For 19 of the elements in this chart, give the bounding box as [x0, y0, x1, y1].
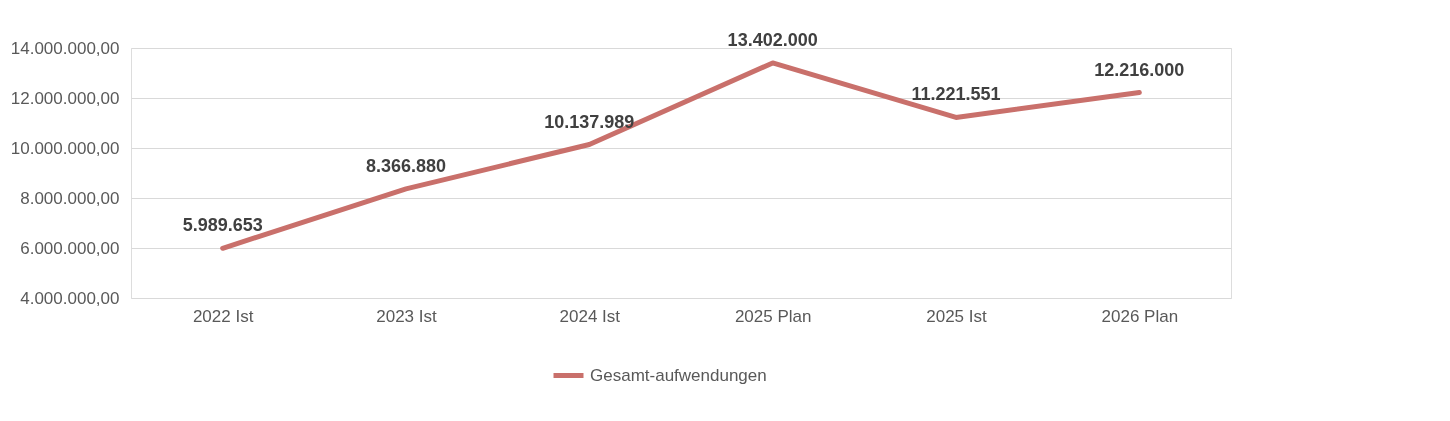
- y-tick-label: 6.000.000,00: [20, 238, 120, 258]
- y-tick-label: 8.000.000,00: [20, 188, 120, 208]
- x-tick-label: 2025 Ist: [926, 306, 988, 326]
- data-label: 8.366.880: [365, 155, 447, 176]
- y-tick-label: 10.000.000,00: [10, 138, 120, 158]
- y-tick-label: 14.000.000,00: [10, 38, 120, 58]
- data-label: 5.989.653: [182, 215, 263, 236]
- y-tick-label: 12.000.000,00: [10, 88, 120, 108]
- x-tick-label: 2025 Plan: [734, 306, 812, 326]
- data-label: 12.216.000: [1094, 59, 1185, 80]
- x-tick-label: 2022 Ist: [192, 306, 254, 326]
- data-label: 13.402.000: [727, 29, 818, 50]
- data-label: 11.221.551: [911, 84, 1001, 105]
- data-label: 10.137.989: [544, 111, 635, 132]
- x-tick-label: 2023 Ist: [376, 306, 438, 326]
- x-tick-label: 2026 Plan: [1101, 306, 1179, 326]
- legend-label: Gesamt-aufwendungen: [590, 365, 767, 385]
- x-tick-label: 2024 Ist: [559, 306, 621, 326]
- y-tick-label: 4.000.000,00: [20, 288, 120, 308]
